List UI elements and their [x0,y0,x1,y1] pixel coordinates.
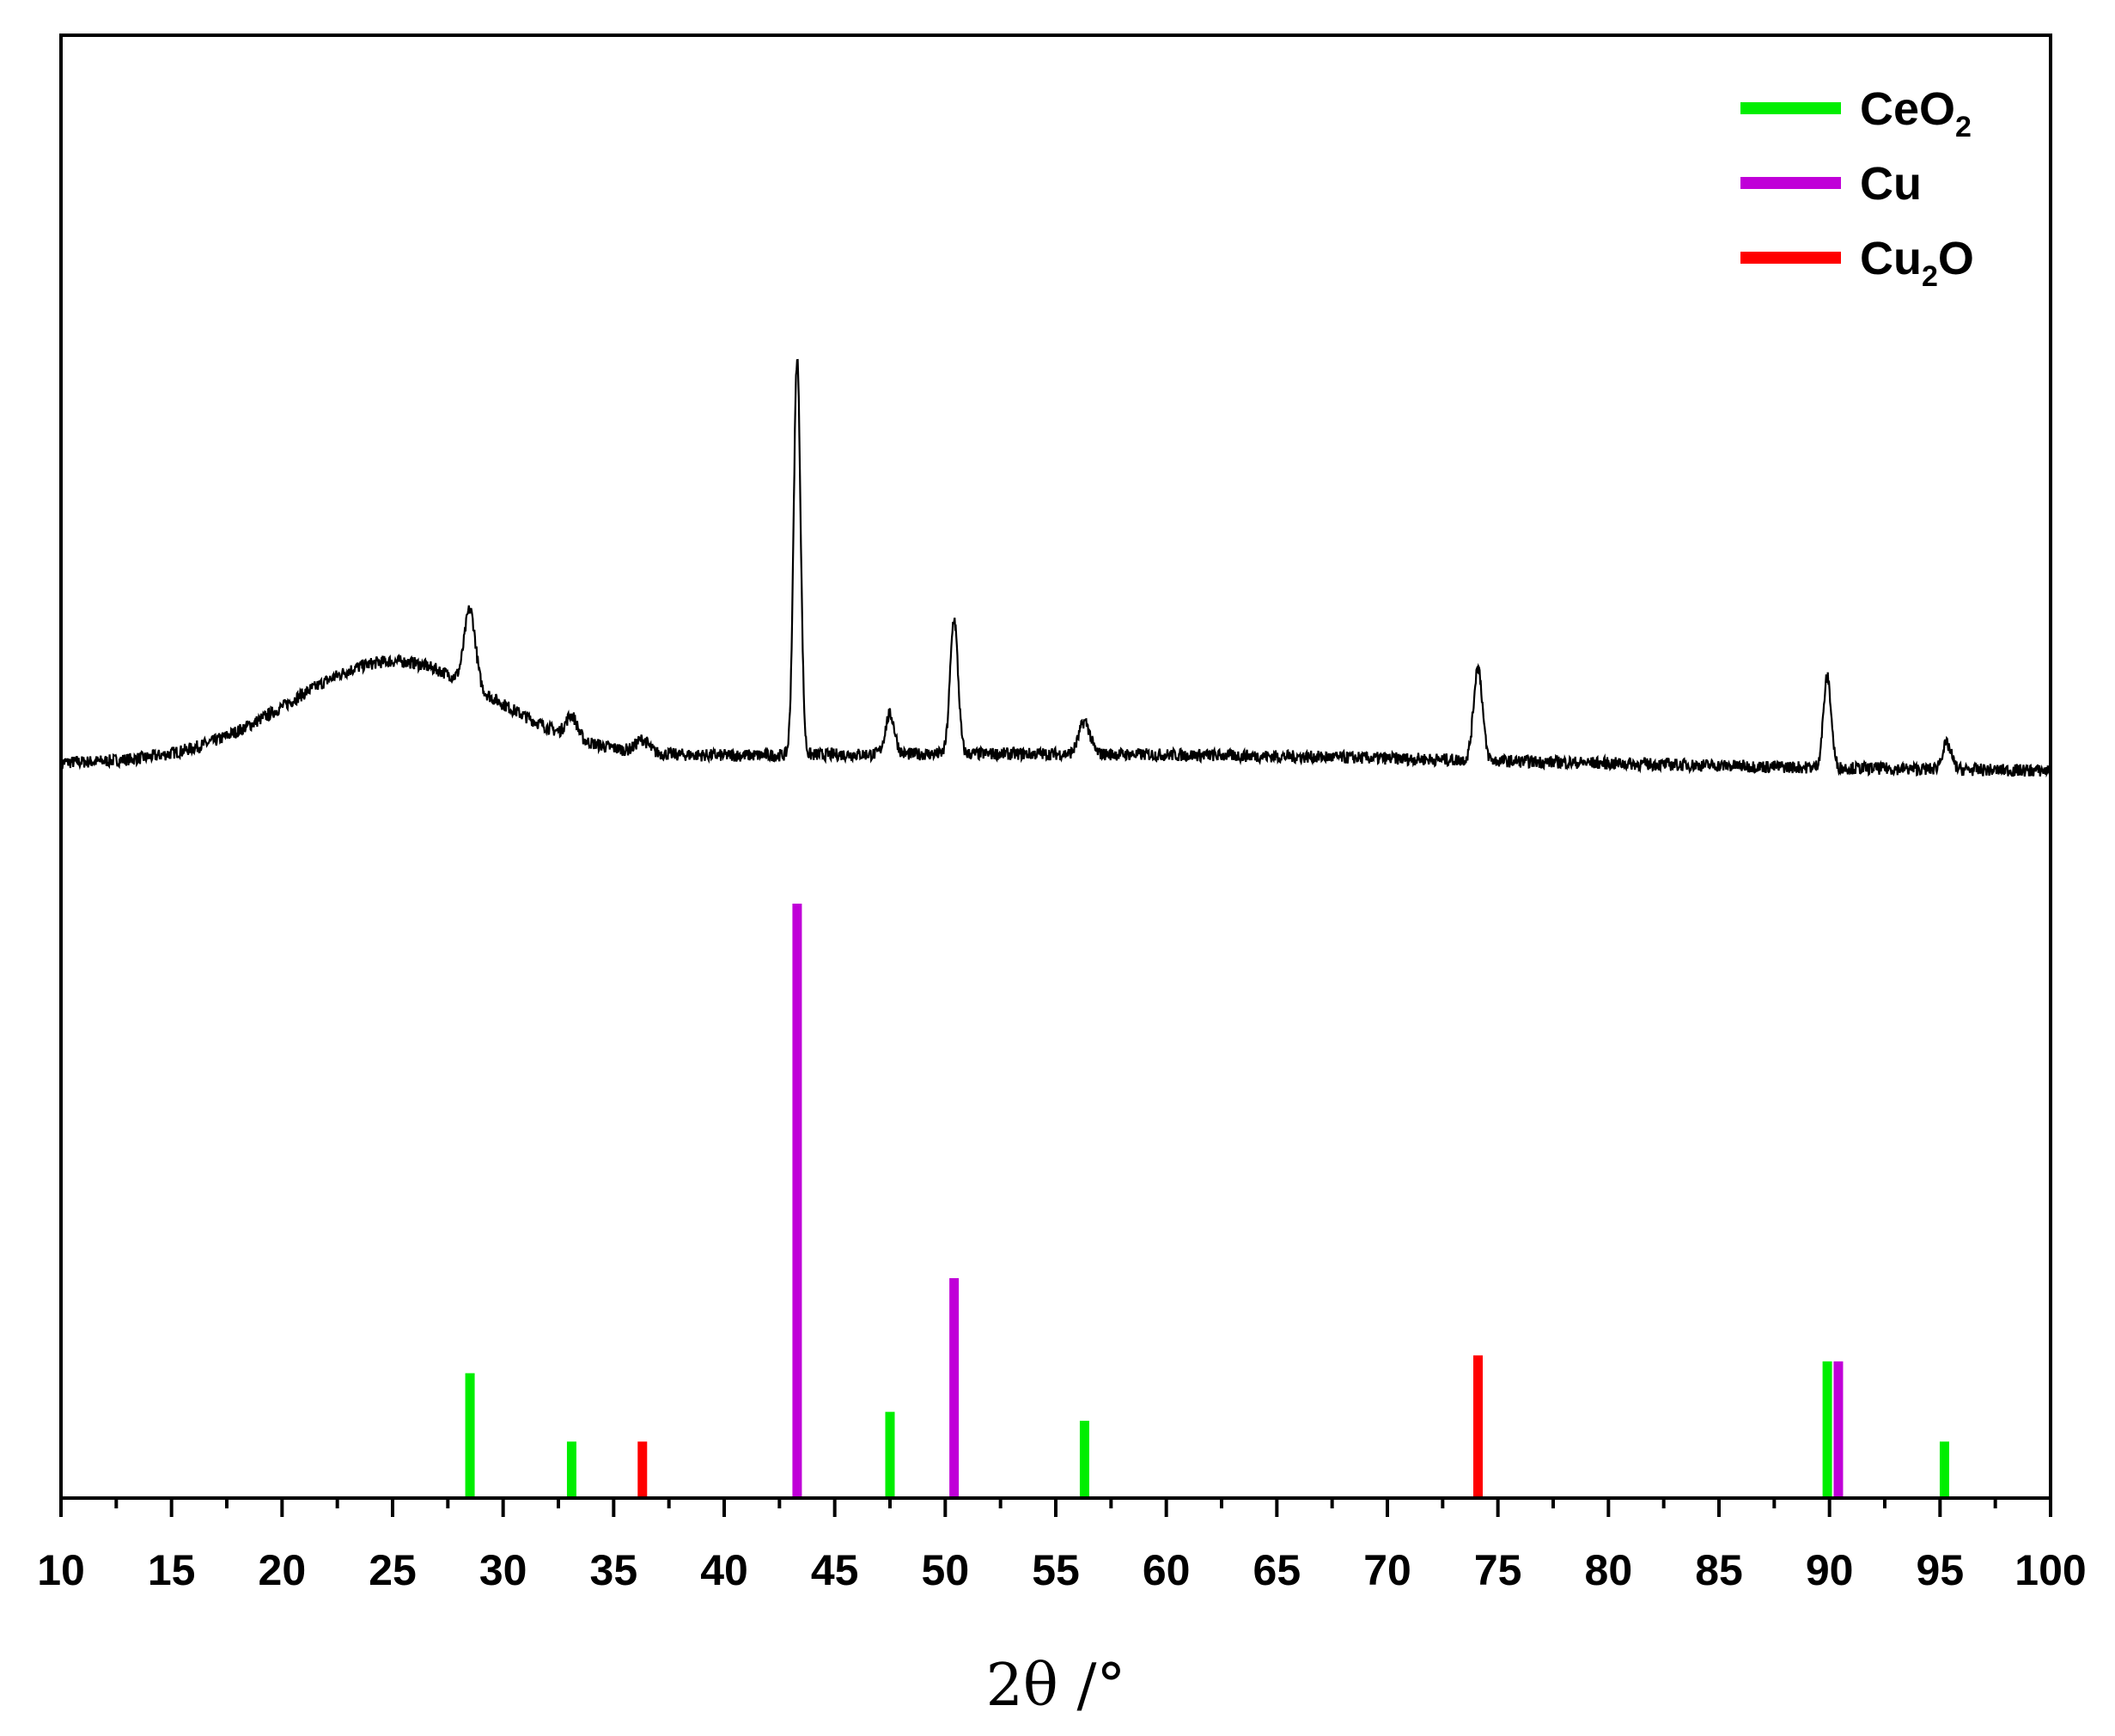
legend-label: Cu [1860,158,1922,210]
plot-frame [59,34,2052,1500]
x-tick-label: 60 [1143,1546,1191,1594]
x-tick-label: 55 [1032,1546,1080,1594]
x-tick-label: 25 [369,1546,417,1594]
x-tick-label: 70 [1363,1546,1411,1594]
measured-pattern-line [59,358,2052,778]
x-tick-label: 35 [590,1546,638,1594]
legend-label: Cu2O [1860,233,1974,293]
x-tick-label: 90 [1806,1546,1854,1594]
x-tick-label: 80 [1585,1546,1633,1594]
x-axis-label: 2θ /° [986,1652,1126,1720]
legend-label: CeO2 [1860,83,1972,143]
x-tick-label: 85 [1695,1546,1743,1594]
reference-lines [465,904,1949,1498]
x-axis-ticks [59,1498,2052,1517]
x-tick-label: 65 [1253,1546,1301,1594]
x-tick-label: 50 [922,1546,970,1594]
x-tick-label: 20 [259,1546,307,1594]
legend: CeO2 Cu Cu2O [1740,83,1974,293]
plot-area [59,358,2052,778]
x-tick-label: 100 [2014,1546,2086,1594]
x-tick-label: 30 [479,1546,527,1594]
x-tick-label: 45 [811,1546,859,1594]
x-tick-label: 15 [148,1546,196,1594]
x-tick-label: 40 [700,1546,748,1594]
x-tick-label: 75 [1474,1546,1522,1594]
x-tick-label: 95 [1917,1546,1965,1594]
x-axis-tick-labels: 10 15 20 25 30 35 40 45 50 55 60 65 70 75 80 85 90 95 100 [37,1546,2087,1594]
x-tick-label: 10 [37,1546,85,1594]
